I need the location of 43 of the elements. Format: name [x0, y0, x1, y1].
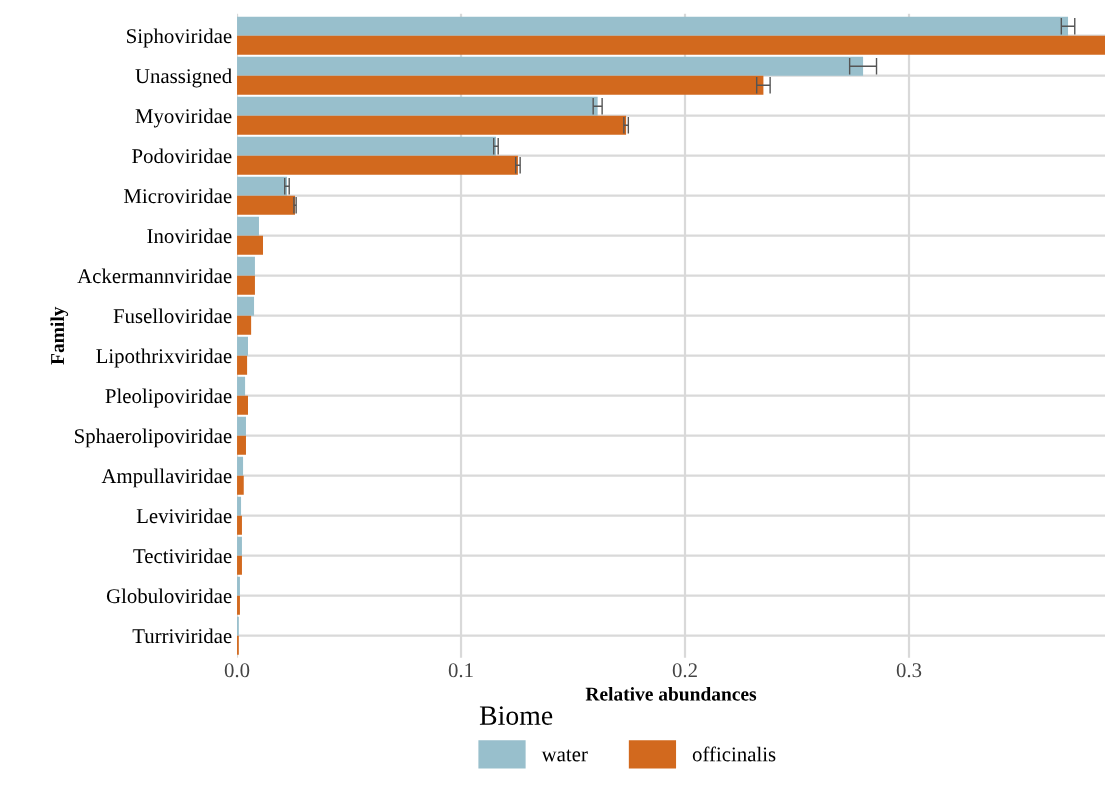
x-tick-label: 0.3 [896, 663, 922, 678]
y-tick-label: Globuloviridae [106, 588, 232, 604]
bar [237, 136, 496, 156]
x-axis-title: Relative abundances [585, 687, 757, 701]
bar [237, 296, 255, 316]
y-tick-label: Turriviridae [132, 628, 232, 644]
y-tick-label: Microviridae [124, 188, 232, 204]
y-tick-label: Sphaerolipoviridae [75, 428, 232, 448]
legend-label: officinalis [692, 746, 776, 762]
legend-title: Biome [479, 706, 553, 725]
y-tick-label: Tectiviridae [133, 548, 232, 564]
bar [237, 96, 598, 116]
bar [237, 155, 518, 175]
x-tick-label: 0.1 [448, 663, 473, 678]
y-tick-label: Inoviridae [147, 228, 232, 244]
bar [237, 235, 264, 255]
y-tick-label: Lipothrixviridae [96, 348, 232, 368]
y-tick-label: Ackermannviridae [77, 268, 232, 284]
bar [237, 275, 255, 295]
bar [237, 35, 1105, 55]
bar [237, 176, 287, 196]
bar [237, 75, 764, 95]
legend-label: water [541, 749, 588, 762]
x-tick-label: 0.2 [672, 663, 697, 678]
y-tick-label: Fuselloviridae [113, 308, 232, 324]
bar [237, 56, 864, 76]
y-tick-label: Leviviridae [136, 508, 232, 524]
y-tick-label: Pleolipoviridae [105, 388, 232, 408]
y-axis-title: Family [50, 306, 69, 365]
y-tick-label: Myoviridae [135, 108, 232, 128]
bar [237, 195, 296, 215]
bar [237, 256, 255, 276]
y-tick-label: Podoviridae [132, 148, 232, 164]
bar [237, 115, 627, 135]
bar [237, 336, 248, 356]
y-tick-label: Ampullaviridae [101, 468, 232, 488]
y-tick-label: Unassigned [135, 68, 232, 88]
bar [237, 216, 259, 236]
y-tick-label: Siphoviridae [127, 28, 232, 48]
x-tick-label: 0.0 [224, 663, 250, 678]
bar [237, 16, 1069, 36]
bar [237, 315, 252, 335]
bar [237, 395, 248, 415]
